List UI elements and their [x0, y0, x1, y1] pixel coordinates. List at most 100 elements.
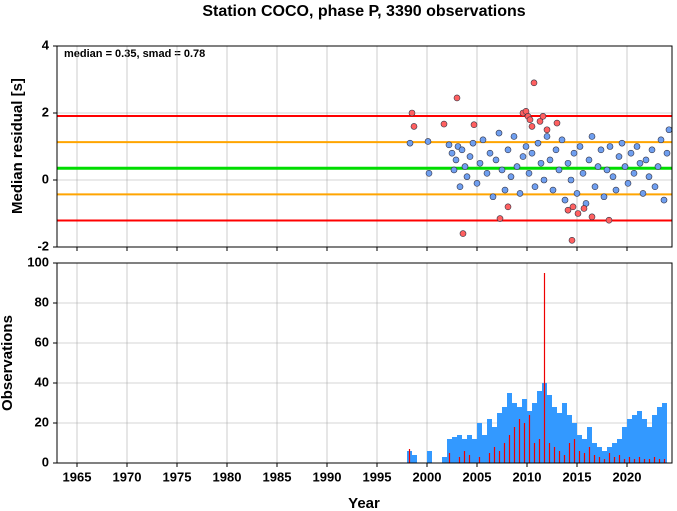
- x-tick-label: 1980: [213, 469, 242, 484]
- histogram-bar: [647, 427, 652, 463]
- histogram-bar: [657, 407, 662, 463]
- histogram-bar: [612, 443, 617, 463]
- data-point: [555, 166, 563, 174]
- histogram-bar: [568, 443, 571, 463]
- histogram-bar: [652, 415, 657, 463]
- y-tick-label: 80: [35, 294, 49, 309]
- histogram-bar: [633, 459, 636, 463]
- histogram-bar: [498, 451, 501, 463]
- histogram-bar: [643, 459, 646, 463]
- data-point: [576, 143, 584, 150]
- data-point: [483, 170, 491, 177]
- histogram-bar: [412, 455, 417, 463]
- data-point: [568, 237, 576, 244]
- histogram-bar: [567, 415, 572, 463]
- histogram-bar: [452, 437, 457, 463]
- data-point: [452, 156, 460, 164]
- histogram-bar: [518, 419, 521, 463]
- data-point: [543, 133, 551, 140]
- histogram-bar: [468, 455, 471, 463]
- data-point: [648, 146, 656, 154]
- histogram-bar: [528, 415, 531, 463]
- histogram-bar: [557, 413, 562, 463]
- histogram-bar: [617, 439, 622, 463]
- data-point: [573, 190, 581, 197]
- histogram-bar: [587, 427, 592, 463]
- histogram-bar: [663, 459, 666, 463]
- data-point: [549, 186, 557, 194]
- data-point: [665, 126, 673, 134]
- histogram-bar: [497, 413, 502, 463]
- histogram-bar: [632, 415, 637, 463]
- histogram-bar: [488, 453, 491, 463]
- x-tick-label: 2015: [563, 469, 592, 484]
- data-point: [600, 193, 608, 201]
- histogram-bar: [553, 447, 556, 463]
- histogram-bar: [532, 403, 537, 463]
- data-point: [424, 138, 432, 145]
- data-point: [406, 139, 414, 147]
- data-point: [525, 170, 533, 177]
- chart-title: Station COCO, phase P, 3390 observations: [202, 3, 525, 20]
- histogram-bar: [533, 443, 536, 463]
- x-tick-label: 1985: [263, 469, 292, 484]
- histogram-bar: [513, 427, 516, 463]
- data-point: [534, 139, 542, 147]
- histogram-bar: [447, 439, 452, 463]
- data-point: [660, 196, 668, 204]
- data-point: [553, 119, 561, 127]
- data-point: [552, 146, 560, 154]
- histogram-bar: [508, 435, 511, 463]
- histogram-bar: [583, 453, 586, 463]
- data-point: [526, 116, 534, 123]
- data-point: [507, 173, 515, 180]
- data-point: [450, 166, 458, 174]
- histogram-bar: [482, 435, 487, 463]
- histogram-bar: [408, 449, 411, 463]
- y-tick-label: 100: [27, 254, 49, 269]
- x-tick-label: 1975: [163, 469, 192, 484]
- data-point: [654, 163, 662, 170]
- histogram-bar: [472, 439, 477, 463]
- data-point: [456, 183, 464, 190]
- y-tick-label: 60: [35, 334, 49, 349]
- data-point: [609, 173, 617, 180]
- data-point: [516, 190, 524, 197]
- data-point: [570, 149, 578, 157]
- histogram-bar: [622, 427, 627, 463]
- histogram-bar: [613, 457, 616, 463]
- data-point: [531, 183, 539, 190]
- data-point: [639, 190, 647, 197]
- histogram-bar: [578, 451, 581, 463]
- data-point: [536, 118, 544, 125]
- y-tick-label: 0: [42, 454, 49, 469]
- x-tick-label: 1965: [63, 469, 92, 484]
- histogram-bar: [458, 457, 461, 463]
- data-point: [448, 149, 456, 157]
- data-point: [519, 153, 527, 160]
- data-point: [501, 186, 509, 194]
- data-point: [580, 205, 588, 212]
- data-point: [479, 136, 487, 144]
- data-point: [636, 159, 644, 167]
- histogram-bar: [563, 455, 566, 463]
- data-point: [440, 120, 448, 128]
- data-point: [498, 166, 506, 174]
- data-point: [486, 149, 494, 157]
- histogram-bar: [653, 457, 656, 463]
- histogram-bar: [548, 443, 551, 463]
- data-point: [543, 126, 551, 134]
- data-point: [564, 206, 572, 214]
- data-point: [546, 156, 554, 164]
- histogram-bar: [493, 447, 496, 463]
- x-tick-label: 2010: [513, 469, 542, 484]
- histogram-bar: [637, 411, 642, 463]
- data-point: [567, 176, 575, 184]
- histogram-bar: [457, 435, 462, 463]
- x-tick-label: 2000: [413, 469, 442, 484]
- histogram-bar: [593, 455, 596, 463]
- histogram-bar: [597, 447, 602, 463]
- data-point: [597, 146, 605, 154]
- data-point: [558, 136, 566, 144]
